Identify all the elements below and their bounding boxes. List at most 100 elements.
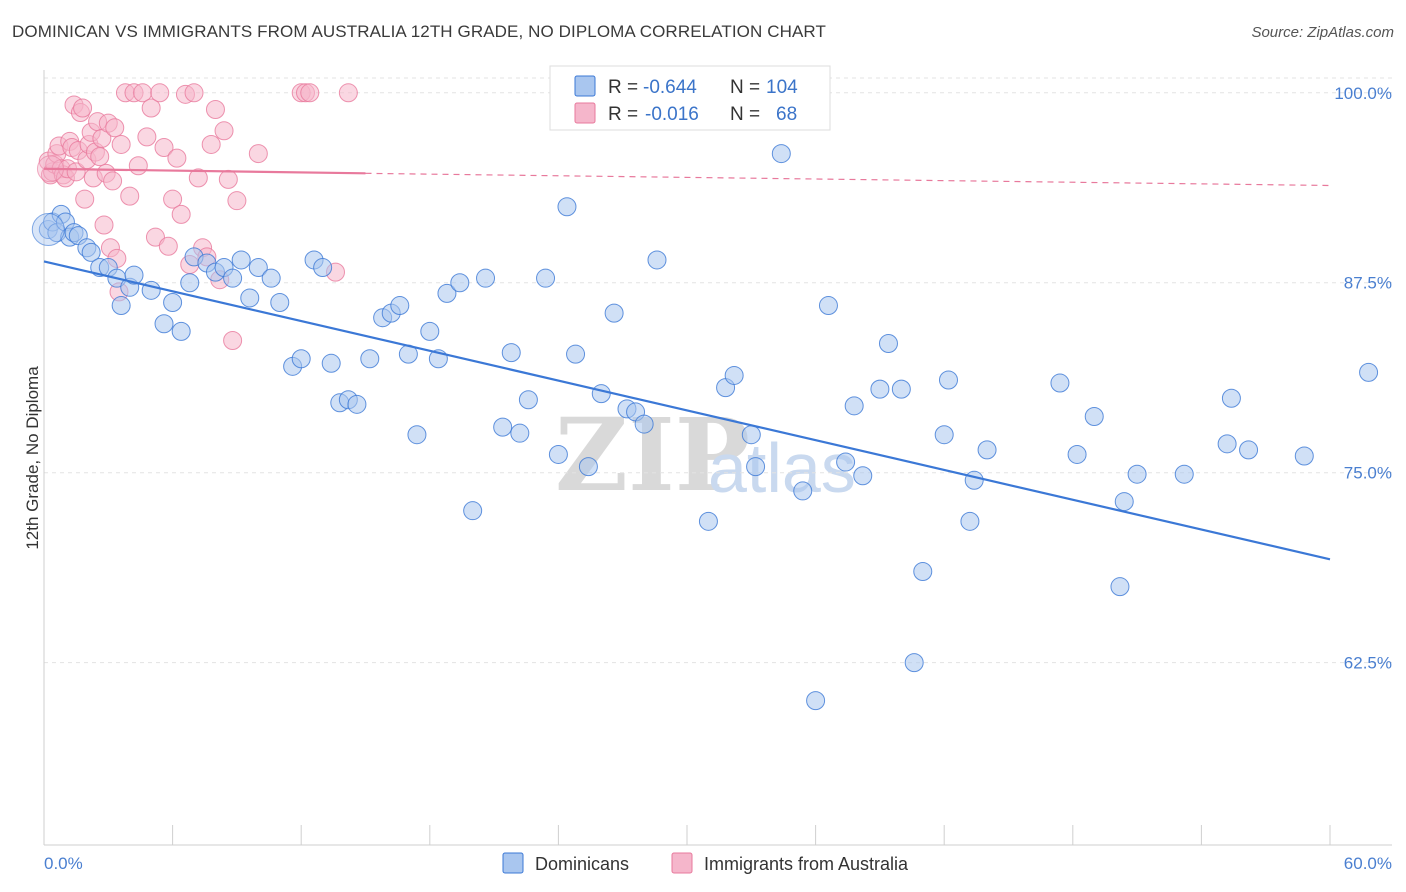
point-immigrants-australia — [137, 127, 157, 147]
bottom-legend-immigrants-australia: Immigrants from Australia — [704, 854, 909, 874]
point-dominican — [891, 379, 911, 399]
point-dominican — [1110, 577, 1130, 597]
point-dominican — [518, 390, 538, 410]
trend-line-dominicans — [43, 260, 1331, 561]
point-immigrants-australia — [150, 83, 170, 103]
point-dominican — [111, 296, 131, 316]
point-dominican — [836, 452, 856, 472]
legend-n-value-pink: 68 — [776, 104, 797, 125]
point-dominican — [154, 314, 174, 334]
legend-r-value-pink: -0.016 — [645, 104, 699, 125]
y-tick-label: 100.0% — [1334, 84, 1392, 103]
point-dominican — [476, 268, 496, 288]
point-dominican — [1050, 373, 1070, 393]
y-tick-label: 87.5% — [1344, 274, 1392, 293]
legend-r-label: R = — [608, 104, 638, 125]
point-immigrants-australia — [214, 121, 234, 141]
point-dominican — [793, 481, 813, 501]
point-immigrants-australia — [171, 204, 191, 224]
point-dominican — [806, 691, 826, 711]
point-immigrants-australia — [201, 134, 221, 154]
point-dominican — [1084, 406, 1104, 426]
bottom-legend-dominicans: Dominicans — [535, 854, 629, 874]
point-dominican — [321, 353, 341, 373]
legend-box — [549, 65, 831, 131]
point-dominican — [407, 425, 427, 445]
point-dominican — [634, 414, 654, 434]
point-dominican — [1359, 362, 1379, 382]
point-dominican — [870, 379, 890, 399]
point-immigrants-australia — [128, 156, 148, 176]
point-dominican — [938, 370, 958, 390]
point-dominican — [977, 440, 997, 460]
point-dominican — [501, 343, 521, 363]
point-immigrants-australia — [75, 189, 95, 209]
point-dominican — [347, 394, 367, 414]
trend-line-immigrants-australia-extension — [365, 172, 1331, 187]
point-dominican — [604, 303, 624, 323]
point-dominican — [960, 511, 980, 531]
point-dominican — [1239, 440, 1259, 460]
trend-line-immigrants-australia — [43, 167, 366, 175]
point-immigrants-australia — [94, 215, 114, 235]
point-dominican — [1217, 434, 1237, 454]
point-dominican — [818, 296, 838, 316]
point-dominican — [1114, 492, 1134, 512]
legend-swatch-blue — [574, 75, 596, 97]
series-dominicans — [31, 83, 1379, 711]
point-dominican — [1174, 464, 1194, 484]
trend-lines — [43, 167, 1331, 561]
axes — [43, 70, 1392, 846]
point-dominican — [1127, 464, 1147, 484]
point-immigrants-australia — [66, 162, 86, 182]
point-dominican — [510, 423, 530, 443]
point-dominican — [913, 561, 933, 581]
legend-swatch-pink — [574, 102, 596, 124]
point-dominican — [81, 242, 101, 262]
x-tick-label: 0.0% — [44, 854, 83, 873]
legend-n-value-blue: 104 — [766, 77, 798, 98]
point-dominican — [223, 268, 243, 288]
point-immigrants-australia — [145, 227, 165, 247]
point-dominican — [548, 444, 568, 464]
point-immigrants-australia — [90, 147, 110, 167]
point-dominican — [698, 511, 718, 531]
point-dominican — [1067, 444, 1087, 464]
point-dominican — [741, 425, 761, 445]
legend-r-label: R = — [608, 77, 638, 98]
point-dominican — [724, 365, 744, 385]
source-label: Source: ZipAtlas.com — [1251, 24, 1394, 41]
point-immigrants-australia — [73, 98, 93, 118]
point-immigrants-australia — [141, 98, 161, 118]
point-immigrants-australia — [248, 144, 268, 164]
point-dominican — [591, 384, 611, 404]
watermark-atlas: atlas — [708, 429, 856, 507]
point-dominican — [493, 417, 513, 437]
tick-labels: 62.5% 75.0% 87.5% 100.0% 0.0% 60.0% — [44, 84, 1392, 873]
point-dominican — [934, 425, 954, 445]
point-dominican — [536, 268, 556, 288]
point-immigrants-australia — [218, 169, 238, 189]
point-dominican — [420, 321, 440, 341]
point-dominican-cluster — [31, 213, 65, 247]
point-immigrants-australia — [120, 186, 140, 206]
point-dominican — [746, 457, 766, 477]
bottom-legend-swatch-pink — [671, 852, 693, 874]
point-immigrants-australia — [223, 330, 243, 350]
point-immigrants-australia — [111, 134, 131, 154]
point-immigrants-australia — [184, 83, 204, 103]
point-dominican — [313, 258, 333, 278]
legend-r-value-blue: -0.644 — [643, 77, 697, 98]
series-immigrants-australia — [36, 83, 358, 350]
point-dominican — [566, 344, 586, 364]
gridlines — [44, 77, 1392, 664]
point-immigrants-australia — [167, 148, 187, 168]
point-dominican — [163, 293, 183, 312]
point-immigrants-australia — [158, 236, 178, 256]
legend-n-label: N = — [730, 104, 760, 125]
point-dominican — [1294, 446, 1314, 466]
point-immigrants-australia — [338, 83, 358, 103]
point-dominican — [291, 349, 311, 369]
point-dominican — [578, 457, 598, 477]
